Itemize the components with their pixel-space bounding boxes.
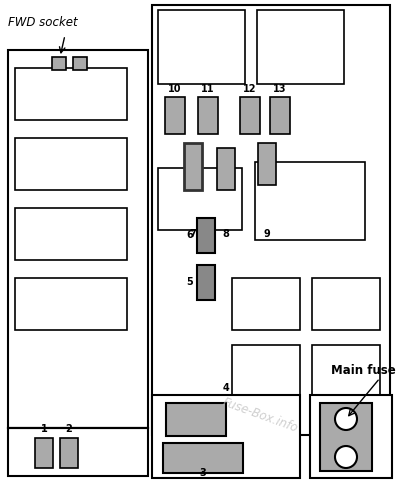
Bar	[60, 438, 78, 468]
Text: 5: 5	[186, 277, 193, 287]
Bar	[15, 138, 127, 190]
Text: 11: 11	[201, 84, 215, 94]
Text: 9: 9	[264, 229, 270, 239]
Bar	[158, 168, 242, 230]
Bar	[217, 148, 235, 190]
Bar	[152, 395, 300, 478]
Circle shape	[335, 408, 357, 430]
Bar	[255, 162, 365, 240]
Bar	[312, 345, 380, 397]
Bar	[320, 403, 372, 471]
Bar	[197, 218, 215, 253]
Text: 4: 4	[223, 383, 229, 393]
Bar	[52, 57, 66, 70]
Bar	[15, 208, 127, 260]
Text: 3: 3	[200, 468, 206, 478]
Text: 1: 1	[41, 424, 47, 434]
Bar	[165, 97, 185, 134]
Text: 2: 2	[66, 424, 72, 434]
Text: 7: 7	[190, 229, 196, 239]
Bar	[166, 403, 226, 436]
Bar	[232, 345, 300, 397]
Text: 8: 8	[222, 229, 230, 239]
Bar	[184, 143, 202, 190]
Bar	[35, 438, 53, 468]
Circle shape	[335, 446, 357, 468]
Bar	[258, 143, 276, 185]
Text: FWD socket: FWD socket	[8, 15, 78, 28]
Text: 10: 10	[168, 84, 182, 94]
Bar	[163, 443, 243, 473]
Bar	[73, 57, 87, 70]
Bar	[15, 68, 127, 120]
Text: 6: 6	[186, 230, 193, 240]
Text: 13: 13	[273, 84, 287, 94]
Bar	[8, 428, 148, 476]
Bar	[270, 97, 290, 134]
Bar	[152, 5, 390, 435]
Bar	[240, 97, 260, 134]
Bar	[198, 97, 218, 134]
Text: Main fuse: Main fuse	[331, 364, 396, 377]
Text: Fuse-Box.info: Fuse-Box.info	[220, 395, 300, 435]
Bar	[8, 50, 148, 428]
Bar	[15, 278, 127, 330]
Bar	[257, 10, 344, 84]
Bar	[312, 278, 380, 330]
Bar	[232, 278, 300, 330]
Bar	[158, 10, 245, 84]
Bar	[310, 395, 392, 478]
Bar	[197, 265, 215, 300]
Text: 12: 12	[243, 84, 257, 94]
